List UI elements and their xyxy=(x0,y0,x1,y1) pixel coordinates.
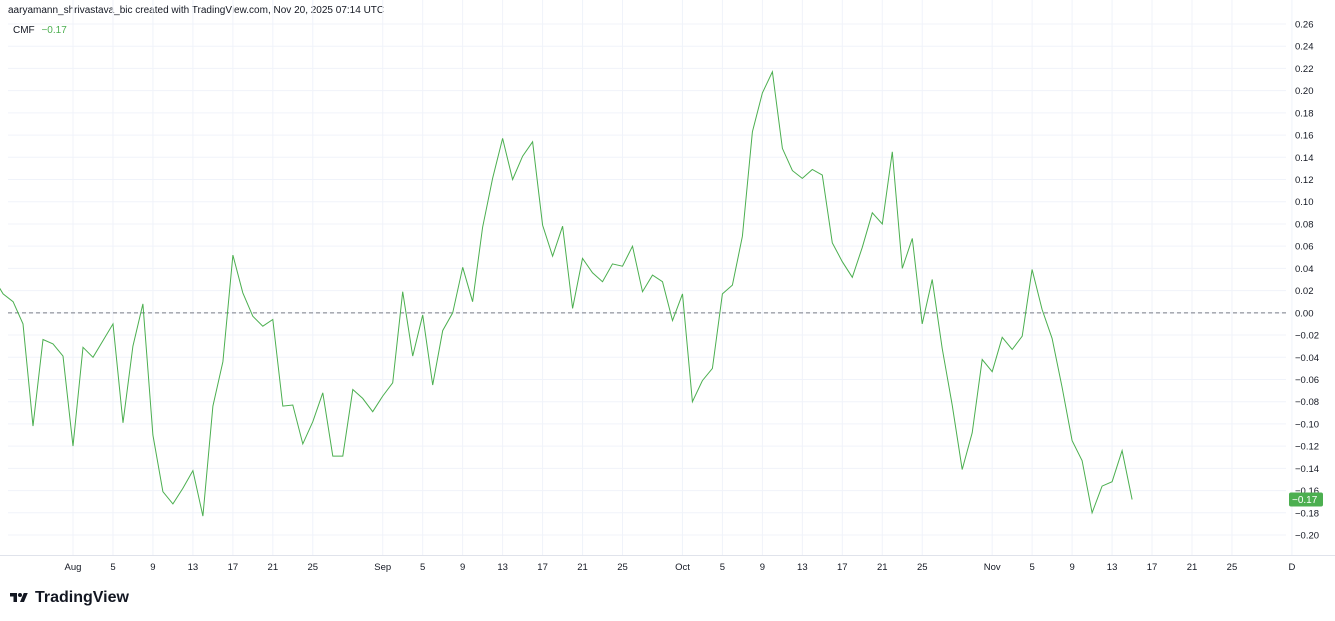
x-tick-label: 21 xyxy=(577,562,588,573)
y-tick-label: 0.12 xyxy=(1295,175,1314,186)
y-tick-label: −0.04 xyxy=(1295,353,1319,364)
x-tick-label: 21 xyxy=(268,562,279,573)
x-tick-label: 5 xyxy=(1029,562,1034,573)
x-tick-label: 5 xyxy=(720,562,725,573)
y-tick-label: −0.18 xyxy=(1295,508,1319,519)
x-tick-label: 13 xyxy=(497,562,508,573)
grid-lines xyxy=(0,0,1335,556)
x-tick-label: 25 xyxy=(617,562,628,573)
y-tick-label: −0.20 xyxy=(1295,531,1319,542)
last-value-badge-text: −0.17 xyxy=(1292,495,1318,506)
y-tick-label: 0.16 xyxy=(1295,131,1314,142)
y-tick-label: 0.24 xyxy=(1295,42,1314,53)
indicator-legend: CMF −0.17 xyxy=(13,25,67,36)
x-tick-label: 21 xyxy=(1187,562,1198,573)
y-tick-label: −0.10 xyxy=(1295,419,1319,430)
y-tick-label: 0.26 xyxy=(1295,20,1314,31)
cmf-series-line xyxy=(0,70,1133,517)
y-tick-label: 0.08 xyxy=(1295,219,1314,230)
y-tick-label: 0.10 xyxy=(1295,197,1314,208)
tradingview-logo-icon xyxy=(10,593,28,602)
x-tick-label: 9 xyxy=(460,562,465,573)
x-tick-label: 17 xyxy=(837,562,848,573)
last-value-badge-bg xyxy=(1289,492,1323,507)
x-tick-label: 13 xyxy=(188,562,199,573)
x-tick-label: 13 xyxy=(797,562,808,573)
y-tick-label: −0.02 xyxy=(1295,331,1319,342)
y-tick-label: 0.04 xyxy=(1295,264,1314,275)
x-tick-label: 9 xyxy=(1069,562,1074,573)
chart-attribution: aaryamann_shrivastava_bic created with T… xyxy=(8,5,385,16)
y-tick-label: 0.18 xyxy=(1295,108,1314,119)
time-axis: Aug 5 9 13 17 21 25 Sep 5 9 13 17 21 25 Oct 5 9 13 17 21 25 N… xyxy=(65,562,1296,573)
y-tick-label: 0.20 xyxy=(1295,86,1314,97)
y-tick-label: −0.08 xyxy=(1295,397,1319,408)
x-tick-label: 25 xyxy=(307,562,318,573)
x-tick-label: 17 xyxy=(537,562,548,573)
y-tick-label: −0.14 xyxy=(1295,464,1319,475)
x-tick-label: 21 xyxy=(877,562,888,573)
y-tick-label: 0.14 xyxy=(1295,153,1314,164)
x-tick-label: 5 xyxy=(420,562,425,573)
y-tick-label: −0.06 xyxy=(1295,375,1319,386)
x-tick-label: 13 xyxy=(1107,562,1118,573)
x-tick-label: 9 xyxy=(760,562,765,573)
tradingview-logo[interactable]: TradingView xyxy=(8,589,129,607)
x-tick-label: Aug xyxy=(65,562,82,573)
brand-name: TradingView xyxy=(35,589,129,606)
x-tick-label: 17 xyxy=(1147,562,1158,573)
x-tick-label: 25 xyxy=(917,562,928,573)
y-tick-label: 0.00 xyxy=(1295,308,1314,319)
x-tick-label: 17 xyxy=(228,562,239,573)
y-tick-label: −0.16 xyxy=(1295,486,1319,497)
x-tick-label: D xyxy=(1288,562,1295,573)
price-axis: 0.26 0.24 0.22 0.20 0.18 0.16 0.14 0.12 0.10 0.08… xyxy=(1295,20,1319,542)
last-value-badge: −0.17 xyxy=(1289,492,1323,507)
x-tick-label: Sep xyxy=(374,562,391,573)
x-tick-label: 5 xyxy=(110,562,115,573)
y-tick-label: 0.06 xyxy=(1295,242,1314,253)
x-tick-label: Oct xyxy=(675,562,690,573)
indicator-name: CMF xyxy=(13,25,35,36)
x-tick-label: Nov xyxy=(984,562,1001,573)
indicator-value: −0.17 xyxy=(41,25,67,36)
x-tick-label: 25 xyxy=(1227,562,1238,573)
y-tick-label: 0.02 xyxy=(1295,286,1314,297)
x-tick-label: 9 xyxy=(150,562,155,573)
y-tick-label: 0.22 xyxy=(1295,64,1314,75)
y-tick-label: −0.12 xyxy=(1295,442,1319,453)
